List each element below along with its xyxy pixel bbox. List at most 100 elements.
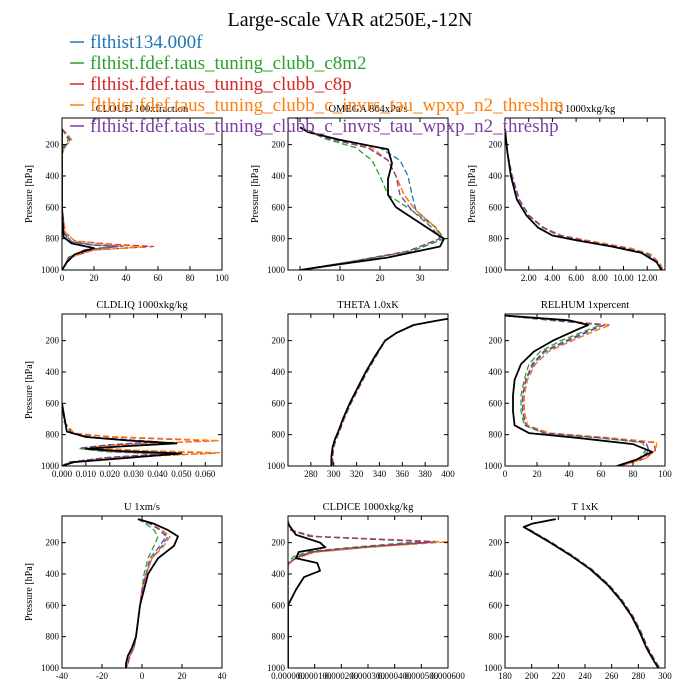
y-axis-label: Pressure [hPa] xyxy=(24,563,35,621)
y-tick-label: 600 xyxy=(46,600,60,610)
series-group xyxy=(62,128,154,270)
series-line-3 xyxy=(331,318,448,466)
y-tick-label: 800 xyxy=(489,430,503,440)
plot-frame xyxy=(287,117,449,271)
x-tick-label: 180 xyxy=(498,671,512,681)
y-axis-label: Pressure [hPa] xyxy=(467,165,478,223)
series-group xyxy=(125,518,179,668)
series-line-3 xyxy=(524,518,661,668)
x-tick-label: 0.000300 xyxy=(351,671,385,681)
series-line-1 xyxy=(505,128,664,270)
x-tick-label: 0.000200 xyxy=(324,671,358,681)
y-tick-label: 800 xyxy=(46,430,60,440)
x-tick-label: 0.000000 xyxy=(271,671,305,681)
y-tick-label: 400 xyxy=(272,171,286,181)
x-tick-label: 40 xyxy=(565,469,575,479)
x-tick-label: 2.00 xyxy=(521,273,537,283)
plot-frame xyxy=(504,515,666,669)
series-line-4 xyxy=(505,128,664,270)
series-line-2 xyxy=(299,126,445,270)
figure-title: Large-scale VAR at250E,-12N xyxy=(228,9,473,31)
y-tick-label: 400 xyxy=(489,569,503,579)
series-group xyxy=(330,317,448,466)
plot-frame xyxy=(504,313,666,467)
series-line-4 xyxy=(505,314,658,466)
x-tick-label: 80 xyxy=(186,273,196,283)
x-tick-label: 380 xyxy=(418,469,432,479)
y-tick-label: 1000 xyxy=(267,265,286,275)
legend-item-3: flthist.fdef.taus_tuning_clubb_c8p xyxy=(70,74,352,95)
y-tick-label: 200 xyxy=(46,538,60,548)
y-tick-label: 400 xyxy=(46,367,60,377)
x-tick-label: 340 xyxy=(373,469,387,479)
series-line-4 xyxy=(524,518,661,668)
y-tick-label: 600 xyxy=(272,398,286,408)
x-tick-label: 4.00 xyxy=(545,273,561,283)
legend-label: flthist.fdef.taus_tuning_clubb_c8p xyxy=(90,74,352,95)
x-tick-label: 40 xyxy=(218,671,228,681)
y-tick-label: 400 xyxy=(272,367,286,377)
panel-title: RELHUM 1xpercent xyxy=(541,300,629,311)
series-line-1 xyxy=(331,318,448,466)
series-line-6 xyxy=(505,314,654,466)
legend-item-4: flthist.fdef.taus_tuning_clubb_c_invrs_t… xyxy=(70,95,564,116)
y-tick-label: 600 xyxy=(489,600,503,610)
panel-title: CLOUD 100xfraction xyxy=(96,104,189,115)
x-tick-label: 20 xyxy=(90,273,100,283)
y-tick-label: 800 xyxy=(272,430,286,440)
y-tick-label: 1000 xyxy=(484,265,503,275)
series-line-5 xyxy=(62,128,119,270)
y-tick-label: 1000 xyxy=(267,663,286,673)
x-tick-label: 360 xyxy=(396,469,410,479)
y-tick-label: 400 xyxy=(46,171,60,181)
series-line-2 xyxy=(524,518,661,668)
chart-panel-5: THETA 1.0xK 200 400 600 800 1000 280 300 320 340 3… xyxy=(267,300,455,479)
x-tick-label: 0 xyxy=(60,273,65,283)
x-tick-label: 280 xyxy=(304,469,318,479)
x-tick-label: 20 xyxy=(376,273,386,283)
series-line-6 xyxy=(505,128,663,270)
x-tick-label: 400 xyxy=(441,469,455,479)
y-tick-label: 1000 xyxy=(41,461,60,471)
x-tick-label: 0.010 xyxy=(76,469,97,479)
series-line-5 xyxy=(288,520,436,668)
plot-frame xyxy=(61,117,223,271)
series-line-6 xyxy=(62,129,95,270)
x-tick-label: 0.060 xyxy=(195,469,216,479)
x-tick-label: 0.000500 xyxy=(404,671,438,681)
series-group xyxy=(62,403,221,466)
y-tick-label: 1000 xyxy=(41,663,60,673)
x-tick-label: 0.040 xyxy=(147,469,168,479)
chart-panel-3: Q 1000xkg/kg Pressure [hPa] 200 400 600 800 10… xyxy=(467,104,666,283)
y-tick-label: 600 xyxy=(46,398,60,408)
panel-title: Q 1000xkg/kg xyxy=(555,104,616,115)
series-line-5 xyxy=(299,126,441,270)
x-tick-label: 0.050 xyxy=(171,469,192,479)
y-tick-label: 1000 xyxy=(484,461,503,471)
x-tick-label: 320 xyxy=(350,469,364,479)
x-tick-label: 0 xyxy=(140,671,145,681)
x-tick-label: 20 xyxy=(178,671,188,681)
x-tick-label: 300 xyxy=(658,671,672,681)
x-tick-label: 60 xyxy=(154,273,164,283)
y-tick-label: 200 xyxy=(489,538,503,548)
y-tick-label: 800 xyxy=(272,632,286,642)
x-tick-label: 260 xyxy=(605,671,619,681)
series-line-3 xyxy=(505,128,664,270)
x-tick-label: 0.030 xyxy=(124,469,145,479)
series-line-1 xyxy=(524,518,661,668)
y-tick-label: 200 xyxy=(46,336,60,346)
series-line-2 xyxy=(505,128,664,270)
series-line-1 xyxy=(299,126,445,270)
plot-frame xyxy=(287,313,449,467)
x-tick-label: 100 xyxy=(658,469,672,479)
x-tick-label: 200 xyxy=(525,671,539,681)
y-tick-label: 400 xyxy=(46,569,60,579)
y-tick-label: 200 xyxy=(272,140,286,150)
